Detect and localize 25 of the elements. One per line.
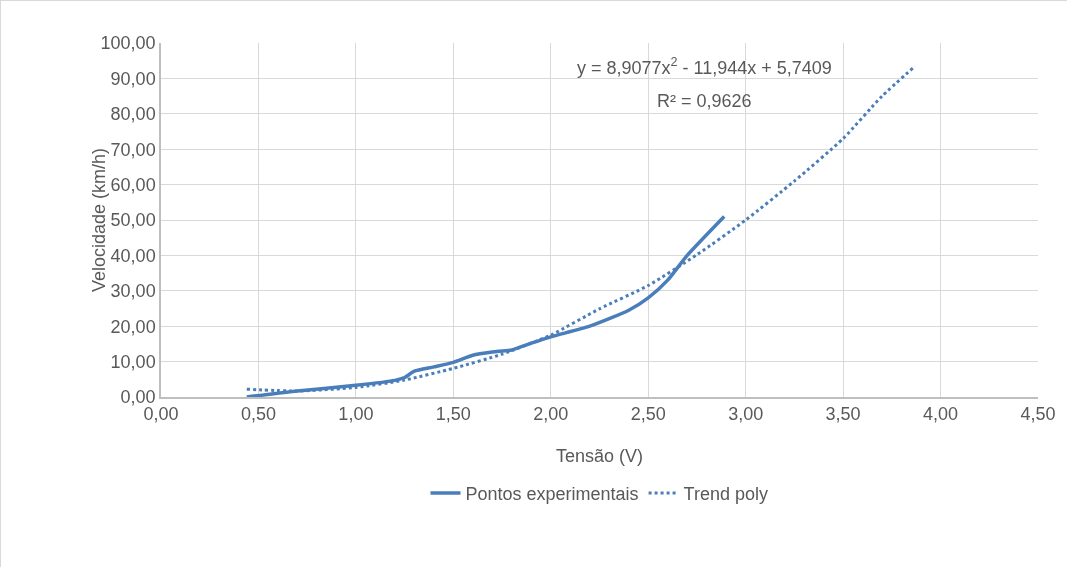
y-tick-label: 80,00 xyxy=(110,104,156,125)
y-tick-label: 30,00 xyxy=(110,281,156,302)
y-axis-title: Velocidade (km/h) xyxy=(88,147,109,293)
x-tick-label: 2,50 xyxy=(630,404,666,425)
y-tick-label: 100,00 xyxy=(100,33,156,54)
legend-label: Pontos experimentais xyxy=(465,484,639,505)
annotation: y = 8,9077x$^{2}$ - 11,944x + 5,7409 xyxy=(577,55,832,78)
y-tick-label: 10,00 xyxy=(110,351,156,372)
y-tick-label: 50,00 xyxy=(110,210,156,231)
x-tick-label: 0,50 xyxy=(240,404,276,425)
legend-label: Trend poly xyxy=(683,484,768,505)
x-tick-label: 3,50 xyxy=(825,404,861,425)
x-tick-label: 1,50 xyxy=(435,404,471,425)
y-tick-label: 60,00 xyxy=(110,174,156,195)
x-tick-label: 2,00 xyxy=(533,404,569,425)
x-tick-label: 1,00 xyxy=(338,404,374,425)
x-axis-title: Tensão (V) xyxy=(555,445,644,466)
x-tick-label: 4,50 xyxy=(1020,404,1056,425)
y-tick-label: 70,00 xyxy=(110,139,156,160)
y-tick-label: 40,00 xyxy=(110,245,156,266)
x-tick-label: 4,00 xyxy=(923,404,959,425)
y-tick-label: 20,00 xyxy=(110,316,156,337)
x-tick-label: 3,00 xyxy=(728,404,764,425)
annotation: R² = 0,9626 xyxy=(657,91,752,111)
y-tick-label: 90,00 xyxy=(110,68,156,89)
